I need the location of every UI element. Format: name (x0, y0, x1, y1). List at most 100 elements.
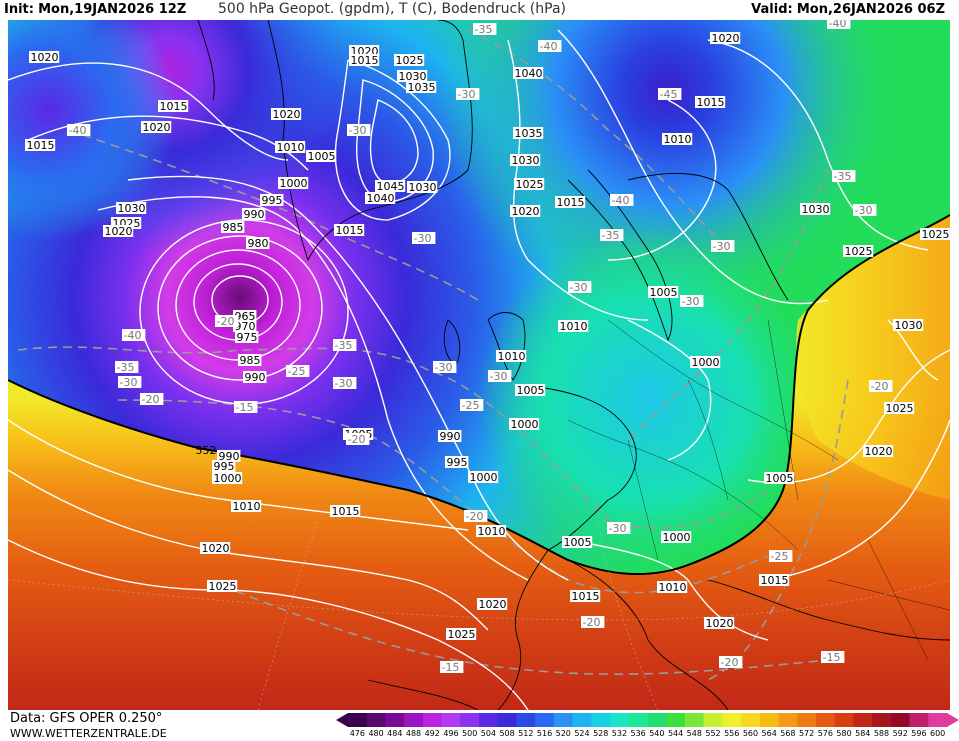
isobar-label-text: 1025 (886, 402, 914, 415)
isotherm-label-text: -25 (771, 550, 789, 563)
isobar-label-text: 1025 (845, 245, 873, 258)
isobar-label: 1005 (764, 472, 795, 485)
isobar-label-text: 1040 (515, 67, 543, 80)
isobar-label: 1025 (920, 228, 950, 241)
isobar-label-text: 1010 (659, 581, 687, 594)
isobar-label: 970 (233, 320, 257, 333)
isobar-label-text: 995 (262, 194, 283, 207)
isobar-label-text: 1020 (105, 225, 133, 238)
isotherm-label: -30 (607, 522, 631, 535)
legend-swatch (778, 713, 798, 727)
isobar-label: 1025 (207, 580, 238, 593)
isobar-label-text: 1020 (202, 542, 230, 555)
init-value: Mon,19JAN2026 12Z (38, 2, 187, 17)
isobar-label-text: 1020 (479, 598, 507, 611)
isotherm-label: -40 (610, 194, 634, 207)
legend-tick-label: 580 (836, 729, 852, 738)
isobar-label-text: 1025 (922, 228, 950, 241)
legend-tick-label: 576 (817, 729, 833, 738)
legend-tick-label: 520 (555, 729, 571, 738)
isobar-label-text: 1020 (273, 108, 301, 121)
isobar-label-text: 1020 (512, 205, 540, 218)
legend-tick-label: 488 (405, 729, 422, 738)
isobar-label-text: 1025 (448, 628, 476, 641)
isotherm-label-text: -35 (602, 229, 620, 242)
isobar-label: 1015 (158, 100, 189, 113)
isobar-label: 1025 (394, 54, 425, 67)
legend-swatch (628, 713, 648, 727)
legend-swatch (890, 713, 911, 727)
isobar-label: 1015 (330, 505, 361, 518)
isobar-label: 1010 (231, 500, 262, 513)
isobar-label-text: 1035 (408, 81, 436, 94)
isotherm-label-text: -30 (458, 88, 476, 101)
isobar-labels: 1020101510201015102010101005100099599098… (25, 32, 950, 641)
isobar-label-text: 1000 (663, 531, 691, 544)
isobar-label-text: 990 (244, 208, 265, 221)
color-legend-ticks: 476 480 484 488 492 496 500 504 508 512 516 520 524 5… (336, 729, 959, 741)
legend-swatch (385, 713, 405, 727)
isotherm-label-text: -30 (414, 232, 432, 245)
legend-tick-label: 496 (443, 729, 459, 738)
coastlines (197, 20, 950, 710)
isobar-label-text: 1015 (761, 574, 789, 587)
isobar-label-text: 985 (240, 354, 261, 367)
isobar-label: 1010 (275, 141, 306, 154)
isobar-label: 1015 (334, 224, 365, 237)
isobar-label: 1020 (200, 542, 231, 555)
isotherm-label-text: -40 (829, 20, 847, 30)
contour-552-value: 552 (196, 444, 217, 457)
isotherm-label: -35 (115, 361, 139, 374)
isobar-label: 1020 (29, 51, 60, 64)
legend-swatch (366, 713, 386, 727)
isobar-label: 990 (217, 450, 241, 463)
isobar-label-text: 1005 (650, 286, 678, 299)
isobar-label: 1030 (510, 154, 541, 167)
legend-swatch (460, 713, 480, 727)
legend-swatch (647, 713, 667, 727)
isobar-label-text: 1030 (512, 154, 540, 167)
isobar-label-text: 1015 (557, 196, 585, 209)
isobar-label: 1025 (884, 402, 915, 415)
isotherm-label: -20 (719, 656, 743, 669)
isobar-label-text: 1000 (214, 472, 242, 485)
map-title: 500 hPa Geopot. (gpdm), T (C), Bodendruc… (218, 1, 566, 17)
isobar-label-text: 1020 (31, 51, 59, 64)
isobar-label: 990 (242, 208, 266, 221)
isotherm-label: -35 (473, 23, 497, 36)
legend-swatch (479, 713, 499, 727)
isotherm-label-text: -25 (288, 365, 306, 378)
isobar-label: 1045 (375, 180, 406, 193)
isobar-label-text: 990 (440, 430, 461, 443)
isotherm-label-text: -40 (124, 329, 142, 342)
isobar-label: 1015 (349, 54, 380, 67)
legend-swatch (497, 713, 517, 727)
init-time: Init: Mon,19JAN2026 12Z (4, 2, 186, 17)
eastern-warm-region (796, 215, 950, 500)
isobar-label: 1010 (657, 581, 688, 594)
isobar-label: 1000 (509, 418, 540, 431)
legend-swatch (759, 713, 780, 727)
isotherm-label: -40 (122, 329, 146, 342)
isobar-label: 1010 (558, 320, 589, 333)
legend-swatch (666, 713, 686, 727)
isotherm-label: -25 (286, 365, 310, 378)
legend-swatch (591, 713, 611, 727)
legend-swatch (815, 713, 836, 727)
legend-tick-label: 524 (574, 729, 590, 738)
legend-swatch (928, 713, 948, 727)
isotherm-label-text: -30 (335, 377, 353, 390)
weather-map-canvas: 1020101510201015102010101005100099599098… (8, 20, 950, 710)
isobar-label-text: 1030 (409, 181, 437, 194)
legend-swatch (872, 713, 892, 727)
isobar-label: 995 (212, 460, 236, 473)
isotherm-label: -30 (680, 295, 704, 308)
isotherm-label: -30 (333, 377, 357, 390)
isobar-label: 995 (260, 194, 284, 207)
legend-swatch (834, 713, 854, 727)
isotherm-label: -45 (658, 88, 682, 101)
isobar-label: 1015 (570, 590, 601, 603)
isotherm-label: -20 (346, 433, 370, 446)
isobar-label-text: 1015 (572, 590, 600, 603)
isobar-label-text: 1020 (712, 32, 740, 45)
